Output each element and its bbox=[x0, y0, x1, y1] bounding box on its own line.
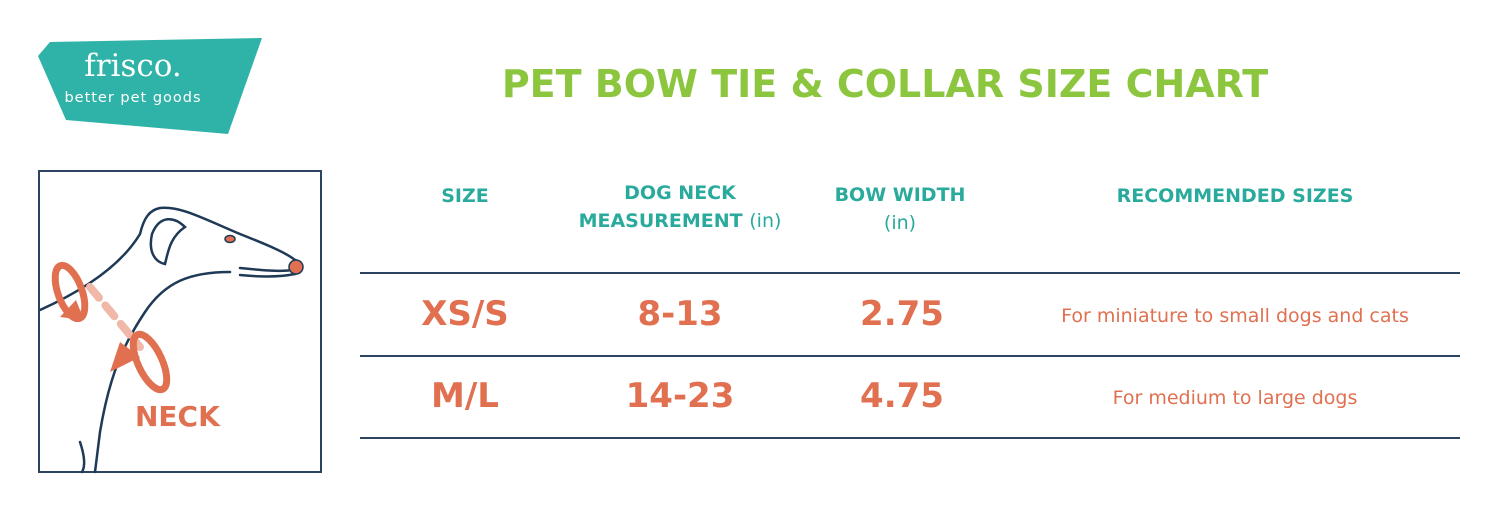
table-divider bbox=[360, 437, 1460, 439]
header-recommended: RECOMMENDED SIZES bbox=[1035, 182, 1435, 210]
recommended-cell: For miniature to small dogs and cats bbox=[1061, 305, 1409, 327]
bow-cell: 2.75 bbox=[860, 294, 944, 334]
header-bow-unit: (in) bbox=[883, 212, 917, 234]
header-bow-width: BOW WIDTH (in) bbox=[800, 181, 1000, 237]
size-cell: M/L bbox=[431, 376, 499, 416]
frisco-logo: frisco. better pet goods bbox=[38, 38, 262, 134]
size-cell: XS/S bbox=[421, 294, 509, 334]
header-size: SIZE bbox=[380, 182, 550, 210]
neck-cell: 14-23 bbox=[625, 376, 735, 416]
brand-name: frisco. bbox=[84, 48, 182, 84]
page-title: PET BOW TIE & COLLAR SIZE CHART bbox=[501, 62, 1269, 106]
header-recommended-label: RECOMMENDED SIZES bbox=[1116, 185, 1354, 207]
recommended-cell: For medium to large dogs bbox=[1112, 387, 1358, 409]
header-bow-line1: BOW WIDTH bbox=[834, 184, 966, 206]
logo-badge-shape bbox=[38, 38, 262, 134]
bow-cell: 4.75 bbox=[860, 376, 944, 416]
neck-label: NECK bbox=[135, 400, 220, 433]
header-neck-line1: DOG NECK bbox=[624, 182, 736, 204]
header-neck-unit: (in) bbox=[749, 210, 782, 232]
table-divider bbox=[360, 355, 1460, 357]
table-divider bbox=[360, 272, 1460, 274]
header-neck-measurement: DOG NECK MEASUREMENT (in) bbox=[540, 179, 820, 235]
brand-tagline: better pet goods bbox=[64, 90, 202, 106]
header-neck-line2: MEASUREMENT bbox=[578, 210, 743, 232]
header-size-label: SIZE bbox=[441, 185, 489, 207]
dog-icon bbox=[38, 206, 304, 474]
neck-cell: 8-13 bbox=[637, 294, 723, 334]
dog-neck-illustration bbox=[38, 170, 322, 474]
